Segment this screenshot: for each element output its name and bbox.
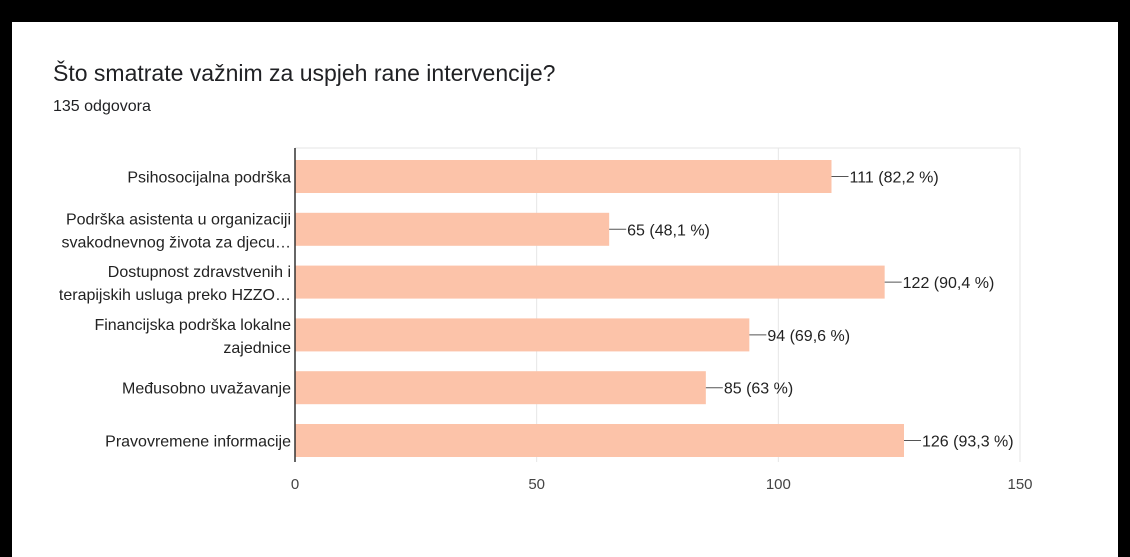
data-label-4: 85 (63 %) xyxy=(724,381,793,398)
chart-card: Što smatrate važnim za uspjeh rane inter… xyxy=(12,22,1118,557)
category-label-2-0: Dostupnost zdravstvenih i xyxy=(108,264,291,281)
data-label-2: 122 (90,4 %) xyxy=(903,275,995,292)
bar-4 xyxy=(295,371,706,405)
bar-0 xyxy=(295,160,832,193)
question-title: Što smatrate važnim za uspjeh rane inter… xyxy=(53,60,556,86)
category-label-4: Međusobno uvažavanje xyxy=(122,381,291,398)
category-label-1-0: Podrška asistenta u organizaciji xyxy=(66,211,291,228)
x-tick-label: 50 xyxy=(528,476,545,493)
category-label-2-1: terapijskih usluga preko HZZO… xyxy=(59,287,291,304)
bar-2 xyxy=(295,265,885,299)
bar-3 xyxy=(295,318,750,352)
category-label-3-0: Financijska podrška lokalne xyxy=(94,317,291,334)
response-count: 135 odgovora xyxy=(53,98,151,115)
category-label-1-1: svakodnevnog života za djecu… xyxy=(62,234,291,251)
bar-1 xyxy=(295,212,610,246)
x-tick-label: 0 xyxy=(291,476,299,493)
data-label-5: 126 (93,3 %) xyxy=(922,434,1014,451)
bar-5 xyxy=(295,424,904,457)
x-tick-label: 150 xyxy=(1007,476,1032,493)
data-label-1: 65 (48,1 %) xyxy=(627,222,710,239)
category-label-3-1: zajednice xyxy=(223,340,291,357)
bar-chart: 0 50 100 150 111 (82,2 %) Psihosocijalna podr… xyxy=(59,147,1033,493)
data-label-3: 94 (69,6 %) xyxy=(767,328,850,345)
x-tick-label: 100 xyxy=(766,476,791,493)
category-label-0: Psihosocijalna podrška xyxy=(127,170,291,187)
data-label-0: 111 (82,2 %) xyxy=(850,170,939,187)
category-label-5: Pravovremene informacije xyxy=(105,434,291,451)
